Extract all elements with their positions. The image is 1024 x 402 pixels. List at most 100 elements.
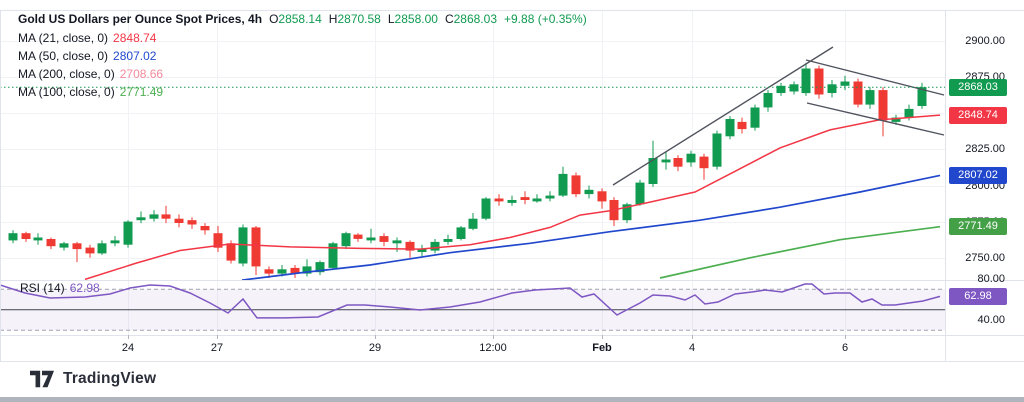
ma21-label: MA (21, close, 0): [18, 31, 109, 45]
candle-body: [174, 218, 184, 223]
candle-body: [213, 233, 223, 248]
rsi-label: RSI (14): [20, 281, 65, 295]
ma200-value: 2708.66: [119, 67, 164, 81]
candle-body: [853, 81, 863, 105]
rsi-axis-label[interactable]: 80.00: [977, 273, 1005, 285]
price-pane[interactable]: [0, 46, 945, 280]
candle-body: [712, 133, 722, 167]
candle-body: [584, 189, 594, 195]
candle-body: [341, 233, 351, 247]
time-axis-label[interactable]: 29: [368, 342, 382, 354]
ma21-line[interactable]: [84, 114, 941, 280]
candle-body: [302, 266, 312, 274]
ma50-line[interactable]: [241, 174, 941, 280]
candle-body: [904, 108, 914, 118]
trendline[interactable]: [612, 46, 834, 186]
legend-ma50-row[interactable]: MA (50, close, 0) 2807.02: [18, 47, 587, 65]
candle-body: [481, 198, 491, 219]
price-badge: 2771.49: [949, 218, 1007, 236]
candle-body: [494, 198, 504, 202]
time-axis-label[interactable]: 4: [688, 342, 696, 354]
candle-body: [571, 175, 581, 195]
price-axis-label[interactable]: 2900.00: [965, 35, 1005, 47]
legend-symbol-row[interactable]: Gold US Dollars per Ounce Spot Prices, 4…: [18, 9, 587, 29]
ma100-label: MA (100, close, 0): [18, 85, 115, 99]
trendline[interactable]: [806, 102, 945, 136]
rsi-value-badge: 62.98: [949, 287, 1007, 305]
price-axis-label[interactable]: 2750.00: [965, 251, 1005, 264]
candle-body: [456, 227, 466, 239]
candle-body: [353, 234, 363, 239]
candle-body: [33, 237, 43, 241]
candle-body: [59, 243, 69, 248]
price-axis-label[interactable]: 2825.00: [965, 143, 1005, 156]
candle-body: [251, 227, 261, 267]
rsi-legend[interactable]: RSI (14) 62.98: [20, 281, 100, 295]
rsi-pane[interactable]: [0, 283, 945, 331]
candle-body: [827, 84, 837, 93]
legend-ma100-row[interactable]: MA (100, close, 0) 2771.49: [18, 83, 587, 101]
low-value: 2858.00: [394, 12, 438, 26]
candle-body: [264, 269, 274, 274]
candles-layer[interactable]: [8, 62, 927, 278]
trendline[interactable]: [805, 59, 945, 96]
candle-body: [558, 173, 568, 196]
candle-body: [97, 243, 107, 254]
candle-body: [737, 121, 747, 130]
candle-body: [750, 107, 760, 128]
candle-body: [673, 158, 683, 167]
time-axis-label[interactable]: 27: [210, 342, 224, 354]
candle-body: [520, 197, 530, 200]
candle-body: [72, 243, 82, 250]
time-axis-label[interactable]: 12:00: [479, 342, 507, 354]
candle-body: [686, 153, 696, 163]
candle-body: [110, 240, 120, 244]
candle-body: [661, 159, 671, 163]
candle-body: [315, 262, 325, 273]
rsi-value: 62.98: [69, 281, 100, 295]
price-badge: 2848.74: [949, 106, 1007, 124]
legend-ma200-row[interactable]: MA (200, close, 0) 2708.66: [18, 65, 587, 83]
ma100-line[interactable]: [659, 225, 941, 279]
high-label: H: [328, 12, 338, 26]
ma200-label: MA (200, close, 0): [18, 67, 115, 81]
candle-body: [85, 247, 95, 254]
rsi-line[interactable]: [0, 283, 941, 319]
time-axis-label[interactable]: Feb: [592, 342, 612, 354]
candle-body: [532, 198, 542, 202]
pane-borders: [0, 10, 1024, 362]
open-value: 2858.14: [278, 12, 322, 26]
candle-body: [917, 87, 927, 106]
candle-body: [789, 84, 799, 92]
candle-body: [290, 267, 300, 274]
candle-body: [392, 240, 402, 244]
candle-body: [622, 204, 632, 221]
close-label: C: [444, 12, 454, 26]
rsi-axis-label[interactable]: 40.00: [977, 314, 1005, 326]
tradingview-logo[interactable]: TradingView: [30, 369, 156, 389]
legend-ma21-row[interactable]: MA (21, close, 0) 2848.74: [18, 29, 587, 47]
candle-body: [187, 220, 197, 225]
candle-body: [379, 236, 389, 242]
candle-body: [200, 226, 210, 231]
legend: Gold US Dollars per Ounce Spot Prices, 4…: [18, 9, 587, 101]
window-bottom-edge: [0, 397, 1024, 402]
ma21-value: 2848.74: [113, 31, 157, 45]
candle-body: [417, 249, 427, 252]
high-value: 2870.58: [337, 12, 381, 26]
candle-body: [801, 68, 811, 94]
time-axis-label[interactable]: 6: [841, 342, 849, 354]
price-badge: 2868.03: [949, 78, 1007, 96]
candle-body: [763, 93, 773, 108]
candle-body: [597, 191, 607, 202]
ma100-value: 2771.49: [119, 85, 164, 99]
candle-body: [865, 90, 875, 105]
candle-body: [405, 241, 415, 251]
time-axis-label[interactable]: 24: [121, 342, 135, 354]
tradingview-logo-icon: [30, 370, 54, 388]
candle-body: [8, 233, 18, 241]
candle-body: [545, 195, 555, 199]
candle-body: [725, 119, 735, 137]
